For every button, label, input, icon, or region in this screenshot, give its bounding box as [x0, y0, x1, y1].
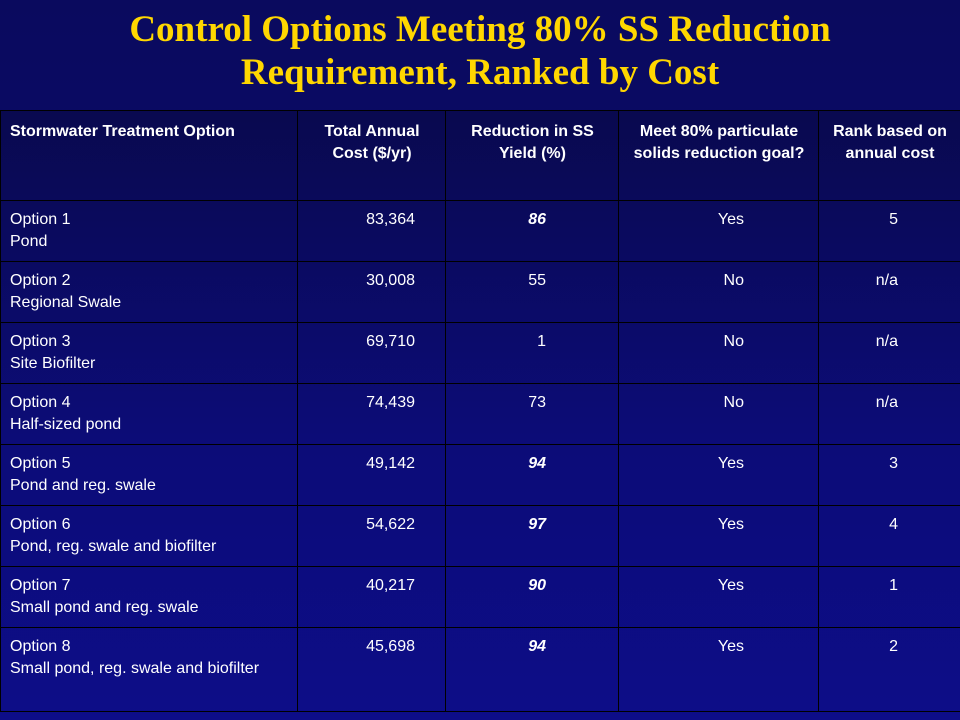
title-line-2: Requirement, Ranked by Cost — [240, 52, 720, 93]
option-number: Option 4 — [10, 394, 71, 411]
cell-ss-reduction: 90 — [445, 566, 619, 628]
cell-annual-cost: 83,364 — [297, 200, 446, 262]
header-ss-reduction: Reduction in SS Yield (%) — [445, 110, 619, 201]
cell-annual-cost: 54,622 — [297, 505, 446, 567]
cell-ss-reduction: 73 — [445, 383, 619, 445]
table-row: Option 2 Regional Swale 30,008 55 No n/a — [0, 261, 960, 323]
table-row: Option 1 Pond 83,364 86 Yes 5 — [0, 200, 960, 262]
cell-annual-cost: 74,439 — [297, 383, 446, 445]
option-description: Pond — [10, 233, 48, 250]
table-row: Option 5 Pond and reg. swale 49,142 94 Yes 3 — [0, 444, 960, 506]
control-options-table: Stormwater Treatment Option Total Annual… — [0, 110, 960, 712]
header-treatment-option: Stormwater Treatment Option — [0, 110, 298, 201]
table-row: Option 6 Pond, reg. swale and biofilter 54… — [0, 505, 960, 567]
cell-ss-reduction: 94 — [445, 444, 619, 506]
cell-rank: 5 — [818, 200, 960, 262]
cell-annual-cost: 69,710 — [297, 322, 446, 384]
cell-meets-goal: Yes — [618, 444, 819, 506]
title-line-1: Control Options Meeting 80% SS Reduction — [129, 9, 831, 50]
cell-rank: 2 — [818, 627, 960, 712]
cell-option: Option 1 Pond — [0, 200, 298, 262]
option-number: Option 2 — [10, 272, 71, 289]
option-number: Option 8 — [10, 638, 71, 655]
cell-meets-goal: No — [618, 261, 819, 323]
cell-option: Option 3 Site Biofilter — [0, 322, 298, 384]
option-description: Regional Swale — [10, 294, 122, 311]
page-title: Control Options Meeting 80% SS Reduction… — [0, 8, 960, 94]
option-description: Small pond and reg. swale — [10, 599, 199, 616]
cell-option: Option 6 Pond, reg. swale and biofilter — [0, 505, 298, 567]
cell-annual-cost: 45,698 — [297, 627, 446, 712]
cell-rank: n/a — [818, 383, 960, 445]
cell-ss-reduction: 1 — [445, 322, 619, 384]
cell-meets-goal: Yes — [618, 627, 819, 712]
cell-meets-goal: Yes — [618, 505, 819, 567]
option-description: Pond, reg. swale and biofilter — [10, 538, 217, 555]
table-row: Option 7 Small pond and reg. swale 40,217 9… — [0, 566, 960, 628]
option-number: Option 1 — [10, 211, 71, 228]
cell-meets-goal: No — [618, 383, 819, 445]
cell-annual-cost: 40,217 — [297, 566, 446, 628]
cell-ss-reduction: 94 — [445, 627, 619, 712]
option-number: Option 7 — [10, 577, 71, 594]
cell-option: Option 2 Regional Swale — [0, 261, 298, 323]
option-description: Site Biofilter — [10, 355, 96, 372]
option-number: Option 6 — [10, 516, 71, 533]
option-description: Half-sized pond — [10, 416, 122, 433]
option-number: Option 3 — [10, 333, 71, 350]
cell-ss-reduction: 55 — [445, 261, 619, 323]
cell-option: Option 4 Half-sized pond — [0, 383, 298, 445]
cell-meets-goal: No — [618, 322, 819, 384]
cell-rank: 4 — [818, 505, 960, 567]
cell-rank: 1 — [818, 566, 960, 628]
cell-rank: n/a — [818, 322, 960, 384]
cell-meets-goal: Yes — [618, 566, 819, 628]
header-annual-cost: Total Annual Cost ($/yr) — [297, 110, 446, 201]
cell-option: Option 5 Pond and reg. swale — [0, 444, 298, 506]
option-description: Small pond, reg. swale and biofilter — [10, 660, 260, 677]
cell-ss-reduction: 86 — [445, 200, 619, 262]
table-header-row: Stormwater Treatment Option Total Annual… — [0, 110, 960, 201]
header-rank: Rank based on annual cost — [818, 110, 960, 201]
header-meets-goal: Meet 80% particulate solids reduction go… — [618, 110, 819, 201]
cell-annual-cost: 30,008 — [297, 261, 446, 323]
options-table-container: Stormwater Treatment Option Total Annual… — [0, 110, 960, 720]
table-row: Option 4 Half-sized pond 74,439 73 No n/a — [0, 383, 960, 445]
cell-ss-reduction: 97 — [445, 505, 619, 567]
option-number: Option 5 — [10, 455, 71, 472]
cell-rank: n/a — [818, 261, 960, 323]
option-description: Pond and reg. swale — [10, 477, 156, 494]
cell-option: Option 7 Small pond and reg. swale — [0, 566, 298, 628]
cell-option: Option 8 Small pond, reg. swale and biofi… — [0, 627, 298, 712]
cell-meets-goal: Yes — [618, 200, 819, 262]
cell-annual-cost: 49,142 — [297, 444, 446, 506]
table-row: Option 8 Small pond, reg. swale and biofi… — [0, 627, 960, 712]
table-row: Option 3 Site Biofilter 69,710 1 No n/a — [0, 322, 960, 384]
cell-rank: 3 — [818, 444, 960, 506]
